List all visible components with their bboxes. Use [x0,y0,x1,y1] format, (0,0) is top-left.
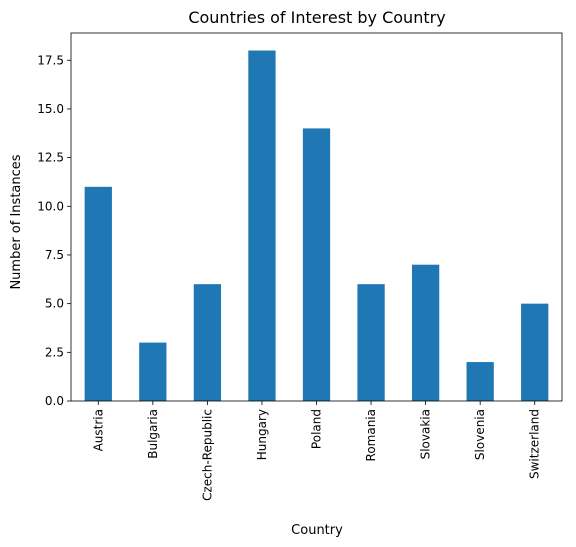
bar-slovenia [466,362,494,401]
y-tick-label: 2.5 [45,345,64,359]
x-tick-label-austria: Austria [91,409,105,451]
bar-romania [357,284,385,401]
y-tick-label: 10.0 [37,199,64,213]
bar-bulgaria [139,342,167,401]
y-tick-label: 15.0 [37,102,64,116]
y-tick-label: 0.0 [45,394,64,408]
x-tick-label-switzerland: Switzerland [528,409,542,479]
bar-slovakia [411,264,440,401]
chart-title: Countries of Interest by Country [188,8,445,27]
x-tick-label-slovenia: Slovenia [473,409,487,460]
y-tick-label: 5.0 [45,297,64,311]
y-axis-label: Number of Instances [9,154,24,289]
bar-hungary [248,50,276,402]
axes-frame [70,32,563,402]
y-tick-label: 12.5 [37,151,64,165]
x-tick-label-czech-republic: Czech-Republic [200,409,214,501]
bar-czech-republic [193,284,222,401]
plot-area: 0.0 2.5 5.0 7.5 10.0 12.5 15.0 17.5 Austria Bulga… [37,32,563,501]
x-tick-label-slovakia: Slovakia [419,409,433,459]
x-tick-label-romania: Romania [364,409,378,461]
y-tick-label: 17.5 [37,53,64,67]
bar-switzerland [521,303,549,401]
x-axis-label: Country [291,523,343,538]
x-tick-label-poland: Poland [310,409,324,449]
bar-poland [302,128,331,401]
y-tick-label: 7.5 [45,248,64,262]
x-tick-label-bulgaria: Bulgaria [146,409,160,459]
bar-austria [84,186,112,401]
x-tick-label-hungary: Hungary [255,409,269,460]
